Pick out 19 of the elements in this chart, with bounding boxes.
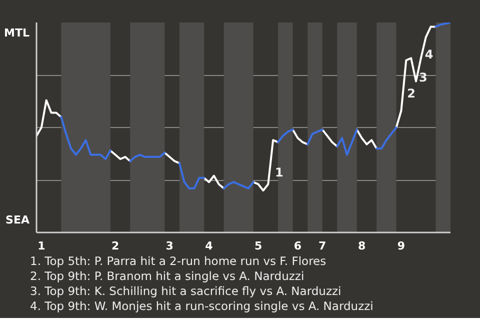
x-tick-label: 9	[397, 240, 406, 252]
text: 4. Top 9th: W. Monjes hit a run-scoring single vs A. Narduzzi	[30, 299, 374, 314]
x-tick-label: 3	[166, 240, 174, 252]
text: 2. Top 9th: P. Branom hit a single vs A. Narduzzi	[30, 269, 306, 284]
annotation: 2	[407, 86, 416, 101]
text: 1. Top 5th: P. Parra hit a 2-run home run vs F. Flores	[30, 254, 328, 269]
annotation: 3	[418, 70, 428, 85]
text: SEA	[6, 214, 30, 226]
x-tick-label: 6	[294, 240, 302, 252]
text: MTL	[4, 26, 30, 40]
x-tick-label: 7	[318, 240, 326, 252]
x-tick-label: 2	[112, 240, 120, 252]
x-tick-label: 4	[205, 240, 214, 252]
x-tick-label: 8	[358, 240, 366, 252]
text: 3. Top 9th: K. Schilling hit a sacrifice fly vs A. Narduzzi	[30, 284, 342, 299]
x-tick-label: 5	[254, 240, 262, 252]
x-tick-label: 1	[38, 240, 46, 252]
annotation: 1	[275, 165, 284, 180]
annotation: 4	[424, 47, 434, 62]
